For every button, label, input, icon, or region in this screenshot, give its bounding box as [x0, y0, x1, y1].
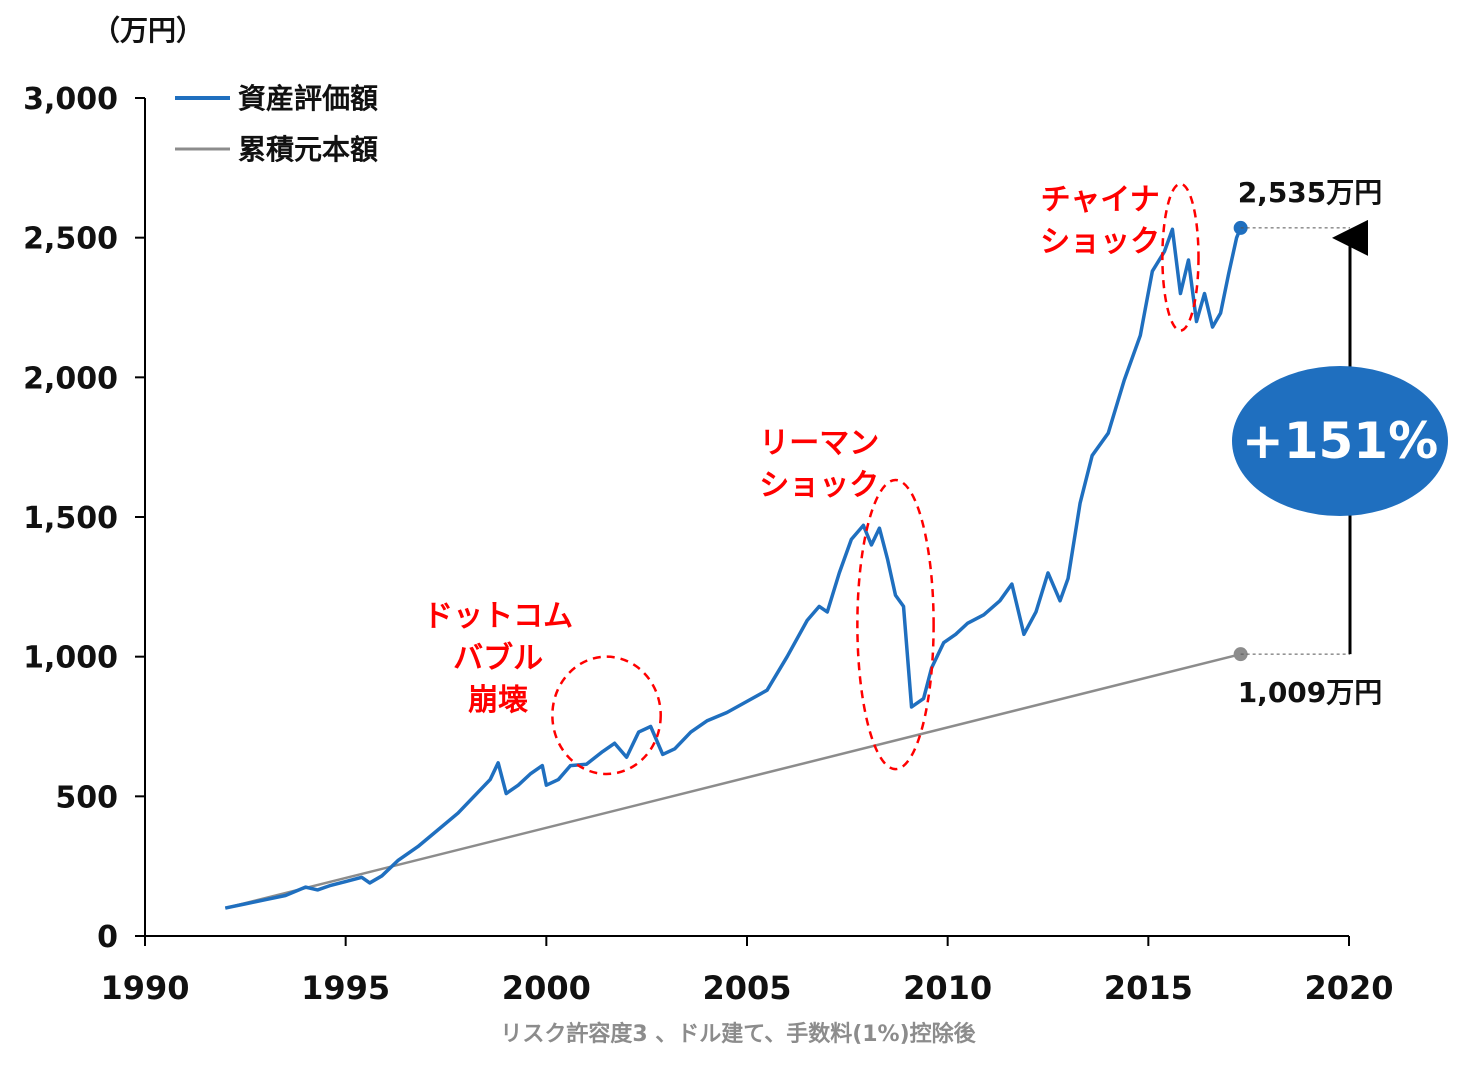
event-label: バブル — [453, 641, 543, 676]
event-circle — [856, 478, 935, 771]
asset-series — [224, 227, 1243, 910]
footnote: リスク許容度3 、ドル建て、手数料(1%)控除後 — [500, 1021, 976, 1047]
legend-principal-label: 累積元本額 — [238, 133, 378, 166]
principal-end-label: 1,009万円 — [1238, 676, 1383, 709]
asset-line — [224, 227, 1243, 910]
event-label: ドットコム — [423, 599, 573, 634]
event-label: チャイナ — [1041, 183, 1160, 218]
event-label: ショック — [759, 468, 879, 503]
y-tick-label: 1,500 — [23, 501, 118, 536]
asset-end-label: 2,535万円 — [1238, 176, 1383, 209]
y-tick-label: 1,000 — [23, 641, 118, 676]
axes: 0 500 1,000 1,500 2,000 2,500 3,000 1990 1995 200… — [23, 82, 1393, 1007]
x-tick-label: 2015 — [1104, 969, 1193, 1007]
x-tick-label: 2010 — [903, 969, 992, 1007]
x-tick-label: 1995 — [301, 969, 390, 1007]
principal-series — [224, 652, 1241, 910]
x-tick-label: 2020 — [1304, 969, 1393, 1007]
event-label: リーマン — [759, 426, 879, 461]
y-unit-label: （万円） — [92, 14, 204, 47]
event-circle — [1161, 182, 1200, 332]
legend-asset-label: 資産評価額 — [238, 82, 378, 115]
growth-bubble — [1232, 366, 1448, 517]
y-tick-label: 0 — [97, 920, 118, 955]
growth-label: +151% — [1242, 412, 1438, 470]
x-tick-label: 2005 — [702, 969, 791, 1007]
y-tick-label: 2,500 — [23, 222, 118, 257]
event-label: 崩壊 — [468, 683, 528, 718]
principal-line — [224, 652, 1241, 910]
x-tick-label: 1990 — [100, 969, 189, 1007]
y-tick-label: 3,000 — [23, 82, 118, 117]
event-circle — [551, 655, 662, 776]
y-tick-label: 2,000 — [23, 361, 118, 396]
event-label: ショック — [1040, 225, 1160, 260]
x-tick-label: 2000 — [502, 969, 591, 1007]
y-tick-label: 500 — [55, 780, 118, 815]
end-markers: 2,535万円 1,009万円 +151% — [1232, 176, 1448, 709]
